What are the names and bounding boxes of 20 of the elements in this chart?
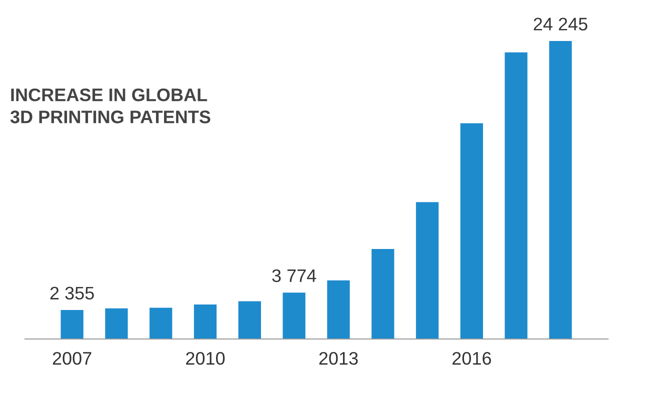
x-tick-label: 2016 [452,352,491,365]
data-label: 2 355 [50,286,94,300]
x-tick-label: 2010 [186,352,225,365]
bar [460,123,484,339]
bar [105,308,128,339]
x-tick-label: 2007 [52,352,92,365]
x-tick-label: 2013 [319,352,358,365]
data-label: 24 245 [534,18,588,30]
bar [549,41,572,339]
bar [60,310,84,339]
bar [327,280,350,339]
bar [416,202,439,339]
text: INCREASE IN GLOBAL 3D PRINTING PATENTS [10,88,210,124]
bar [282,292,306,339]
bar [194,304,217,339]
bar [238,301,261,339]
bar [504,52,528,339]
data-label: 3 774 [272,269,316,282]
bar [372,248,394,339]
bar [150,308,172,339]
